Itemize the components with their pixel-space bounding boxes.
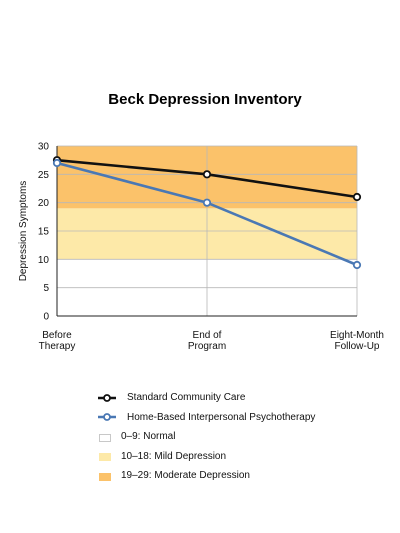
legend-swatch xyxy=(99,433,111,442)
x-tick-label-line: Therapy xyxy=(39,341,76,352)
y-tick-label: 25 xyxy=(38,170,50,181)
y-axis-label: Depression Symptoms xyxy=(18,181,29,282)
legend-label: Home-Based Interpersonal Psychotherapy xyxy=(127,411,316,423)
x-tick-label: Before Therapy xyxy=(39,330,76,352)
legend-item-series-1: Home-Based Interpersonal Psychotherapy xyxy=(97,408,387,428)
legend-item-band-2: 19–29: Moderate Depression xyxy=(97,466,387,486)
legend-line-marker xyxy=(97,392,119,404)
legend-item-series-0: Standard Community Care xyxy=(97,388,387,408)
data-point xyxy=(202,170,212,179)
legend-label: 0–9: Normal xyxy=(121,431,176,443)
x-tick-label-line: End of xyxy=(193,330,222,341)
x-tick-label: Eight-Month Follow-Up xyxy=(330,330,384,352)
legend-swatch xyxy=(99,472,111,481)
legend-line-icon xyxy=(98,393,116,402)
data-point xyxy=(352,192,362,202)
y-tick-label: 10 xyxy=(38,255,50,266)
chart-title: Beck Depression Inventory xyxy=(108,91,302,108)
y-tick-label: 0 xyxy=(43,312,49,323)
legend: Standard Community Care Home-Based Inter… xyxy=(97,388,387,486)
legend-point xyxy=(103,393,111,402)
legend-label: 10–18: Mild Depression xyxy=(121,450,227,462)
legend-label: 19–29: Moderate Depression xyxy=(121,470,250,482)
chart: Beck Depression Inventory 0 5 10 15 20 25 30 Be… xyxy=(18,91,384,353)
legend-line-marker xyxy=(97,411,119,423)
legend-label: Standard Community Care xyxy=(127,392,246,404)
x-tick-label-line: Before xyxy=(42,330,72,341)
legend-swatch xyxy=(99,453,111,462)
y-tick-label: 15 xyxy=(38,227,50,238)
data-point xyxy=(202,198,212,207)
data-point xyxy=(52,158,62,168)
y-tick-label: 30 xyxy=(38,142,50,153)
x-tick-label-line: Follow-Up xyxy=(334,341,379,352)
y-tick-label: 20 xyxy=(38,198,50,209)
y-tick-label: 5 xyxy=(43,283,49,294)
legend-item-band-1: 10–18: Mild Depression xyxy=(97,447,387,467)
x-tick-label-line: Eight-Month xyxy=(330,330,384,341)
series-group xyxy=(52,156,362,270)
axes: 0 5 10 15 20 25 30 Before Therapy End of Program Ei… xyxy=(38,142,384,353)
x-tick-label-line: Program xyxy=(188,341,226,352)
legend-item-band-0: 0–9: Normal xyxy=(97,427,387,447)
x-tick-label: End of Program xyxy=(188,330,226,352)
legend-line-icon xyxy=(98,413,116,422)
data-point xyxy=(352,260,362,270)
legend-point xyxy=(103,413,111,422)
